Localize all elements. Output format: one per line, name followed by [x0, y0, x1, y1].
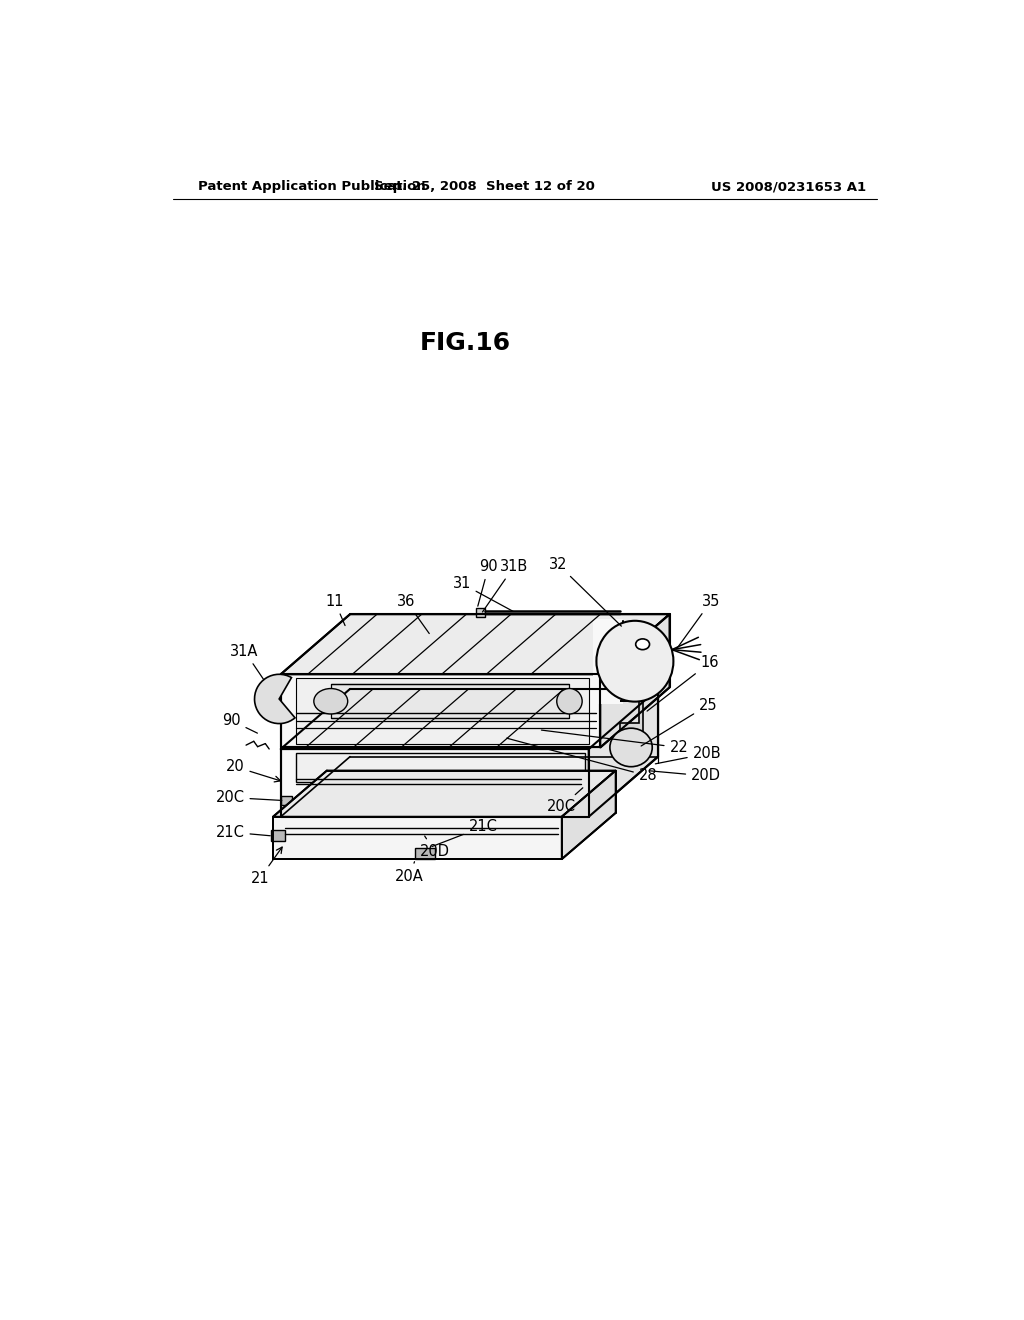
Text: 32: 32 — [549, 557, 622, 626]
Text: 16: 16 — [647, 655, 719, 711]
Text: 20D: 20D — [420, 836, 450, 859]
Text: 21C: 21C — [432, 820, 498, 846]
Text: 21: 21 — [251, 847, 283, 886]
Text: 28: 28 — [507, 738, 657, 784]
Polygon shape — [585, 781, 600, 791]
Polygon shape — [281, 614, 670, 675]
Polygon shape — [620, 701, 643, 738]
Text: 35: 35 — [677, 594, 720, 649]
Text: Sep. 25, 2008  Sheet 12 of 20: Sep. 25, 2008 Sheet 12 of 20 — [375, 181, 595, 194]
Ellipse shape — [596, 620, 674, 702]
Polygon shape — [600, 614, 670, 747]
Polygon shape — [296, 752, 585, 781]
Text: Patent Application Publication: Patent Application Publication — [199, 181, 426, 194]
Polygon shape — [408, 721, 494, 742]
Polygon shape — [331, 684, 569, 718]
Polygon shape — [270, 830, 285, 841]
Text: 20B: 20B — [655, 746, 721, 764]
Text: 25: 25 — [641, 697, 718, 746]
Wedge shape — [255, 675, 295, 723]
Ellipse shape — [636, 639, 649, 649]
Polygon shape — [281, 689, 658, 748]
Polygon shape — [273, 771, 615, 817]
Polygon shape — [416, 847, 435, 859]
Ellipse shape — [313, 689, 348, 714]
Polygon shape — [281, 796, 292, 805]
Text: 20: 20 — [225, 759, 281, 781]
Polygon shape — [475, 609, 484, 618]
Ellipse shape — [610, 729, 652, 767]
Text: 21C: 21C — [216, 825, 270, 840]
Text: 90: 90 — [478, 558, 498, 606]
Text: FIG.16: FIG.16 — [420, 331, 511, 355]
Polygon shape — [296, 678, 589, 743]
Polygon shape — [621, 638, 631, 653]
Text: 36: 36 — [397, 594, 429, 634]
Text: US 2008/0231653 A1: US 2008/0231653 A1 — [711, 181, 866, 194]
Polygon shape — [562, 771, 615, 859]
Text: 20C: 20C — [547, 788, 583, 814]
Text: 31: 31 — [453, 576, 513, 611]
Text: 31A: 31A — [230, 644, 264, 680]
Text: 20A: 20A — [395, 862, 424, 883]
Polygon shape — [593, 619, 624, 704]
Polygon shape — [281, 675, 600, 747]
Text: 20D: 20D — [649, 768, 721, 784]
Text: 11: 11 — [326, 594, 345, 626]
Text: 31B: 31B — [482, 558, 528, 612]
Polygon shape — [281, 748, 589, 817]
Polygon shape — [385, 717, 464, 731]
Text: 22: 22 — [542, 730, 688, 755]
Ellipse shape — [557, 689, 583, 714]
Polygon shape — [273, 817, 562, 859]
Text: 20C: 20C — [215, 789, 282, 805]
Text: 90: 90 — [222, 713, 257, 733]
Polygon shape — [589, 689, 658, 817]
